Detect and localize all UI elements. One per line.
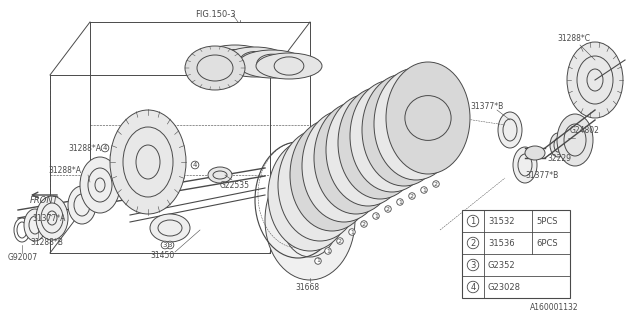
Ellipse shape [326,94,410,206]
Text: 3: 3 [470,260,476,269]
Text: 31377*B: 31377*B [525,171,558,180]
Ellipse shape [302,110,386,222]
Text: F10041: F10041 [358,169,387,178]
Text: 4: 4 [103,145,107,151]
Text: 1: 1 [422,188,426,193]
Ellipse shape [265,160,355,280]
Text: 5PCS: 5PCS [536,217,557,226]
Ellipse shape [362,74,446,186]
Text: 2: 2 [434,181,438,187]
Text: 1: 1 [398,199,402,204]
Text: 1: 1 [316,259,320,263]
Text: G92007: G92007 [8,253,38,262]
Ellipse shape [110,110,186,214]
Ellipse shape [185,46,245,90]
Text: 31288*A: 31288*A [48,165,81,174]
Text: 2: 2 [386,206,390,212]
Ellipse shape [314,102,398,214]
Ellipse shape [36,196,68,240]
Text: G24802: G24802 [570,125,600,134]
Ellipse shape [220,47,290,77]
Ellipse shape [567,42,623,118]
Text: 2: 2 [470,238,476,247]
Text: 31536: 31536 [488,238,515,247]
Ellipse shape [238,50,306,78]
Text: FRONT: FRONT [30,196,59,204]
Ellipse shape [256,53,322,79]
Text: 31532: 31532 [488,217,515,226]
Ellipse shape [350,80,434,192]
Text: 31667: 31667 [298,191,323,201]
Ellipse shape [208,167,232,183]
Text: 31668: 31668 [295,284,319,292]
Ellipse shape [24,209,46,241]
Ellipse shape [268,139,352,251]
Text: 31288*C: 31288*C [557,34,590,43]
Text: G22535: G22535 [220,180,250,189]
Text: 1: 1 [350,229,354,235]
Text: 2: 2 [410,194,414,198]
Ellipse shape [557,114,593,166]
Ellipse shape [290,119,374,231]
Ellipse shape [68,186,96,224]
Text: 31377*A: 31377*A [32,213,65,222]
Ellipse shape [386,62,470,174]
Text: G2352: G2352 [488,260,516,269]
Ellipse shape [200,45,270,75]
Text: 31377*B: 31377*B [470,101,503,110]
Text: 31288*B: 31288*B [30,237,63,246]
Ellipse shape [550,133,566,157]
Text: 2: 2 [362,221,366,227]
Text: 1: 1 [326,249,330,253]
Ellipse shape [374,68,458,180]
Text: 31288*A: 31288*A [68,143,101,153]
Text: G23028: G23028 [488,283,521,292]
Ellipse shape [278,129,362,241]
Ellipse shape [525,146,545,160]
Text: 1: 1 [470,217,476,226]
Text: 1: 1 [374,213,378,219]
Text: 4: 4 [470,283,476,292]
Text: 31450: 31450 [150,251,174,260]
Bar [462,210,570,298]
Text: 3: 3 [168,242,172,248]
Text: 4: 4 [193,162,197,168]
Ellipse shape [513,147,537,183]
Text: 3: 3 [163,242,167,248]
Ellipse shape [80,157,120,213]
Text: A160001132: A160001132 [530,303,579,313]
Ellipse shape [150,214,190,242]
Ellipse shape [338,87,422,199]
Text: FIG.150-3: FIG.150-3 [195,10,236,19]
Text: 32229: 32229 [547,154,571,163]
Text: 6PCS: 6PCS [536,238,557,247]
Ellipse shape [498,112,522,148]
Text: 2: 2 [338,238,342,244]
